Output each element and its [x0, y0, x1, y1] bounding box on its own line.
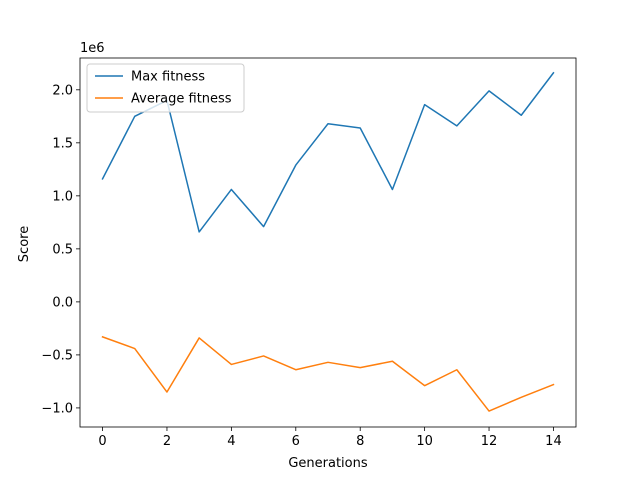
x-tick-label: 2	[163, 434, 171, 449]
x-tick-label: 6	[292, 434, 300, 449]
y-offset-label: 1e6	[80, 41, 105, 56]
series-layer	[101, 71, 555, 412]
y-tick-label: −0.5	[41, 348, 73, 363]
y-tick-label: 0.5	[52, 242, 73, 257]
legend: Max fitness Average fitness	[86, 63, 245, 113]
y-tick-label: 2.0	[52, 83, 73, 98]
plot-frame	[79, 57, 577, 428]
y-tick-label: 1.5	[52, 136, 73, 151]
x-tick-label: 10	[416, 434, 433, 449]
legend-box	[86, 63, 245, 113]
x-tick-label: 4	[227, 434, 235, 449]
legend-label-max-fitness: Max fitness	[131, 70, 205, 85]
y-tick-label: 1.0	[52, 189, 73, 204]
y-axis-label: Score	[17, 226, 32, 262]
y-tick-label: 0.0	[52, 295, 73, 310]
x-tick-label: 14	[545, 434, 562, 449]
legend-label-average-fitness: Average fitness	[131, 92, 232, 107]
x-axis-label: Generations	[288, 456, 368, 471]
x-tick-label: 0	[98, 434, 106, 449]
axes-layer: 0 2 4 6 8 10 12 14 −1.0 −0.5 0.0 0.5 1.0 1.5 2.0	[41, 57, 577, 449]
x-tick-label: 12	[481, 434, 498, 449]
x-tick-label: 8	[356, 434, 364, 449]
y-tick-label: −1.0	[41, 401, 73, 416]
